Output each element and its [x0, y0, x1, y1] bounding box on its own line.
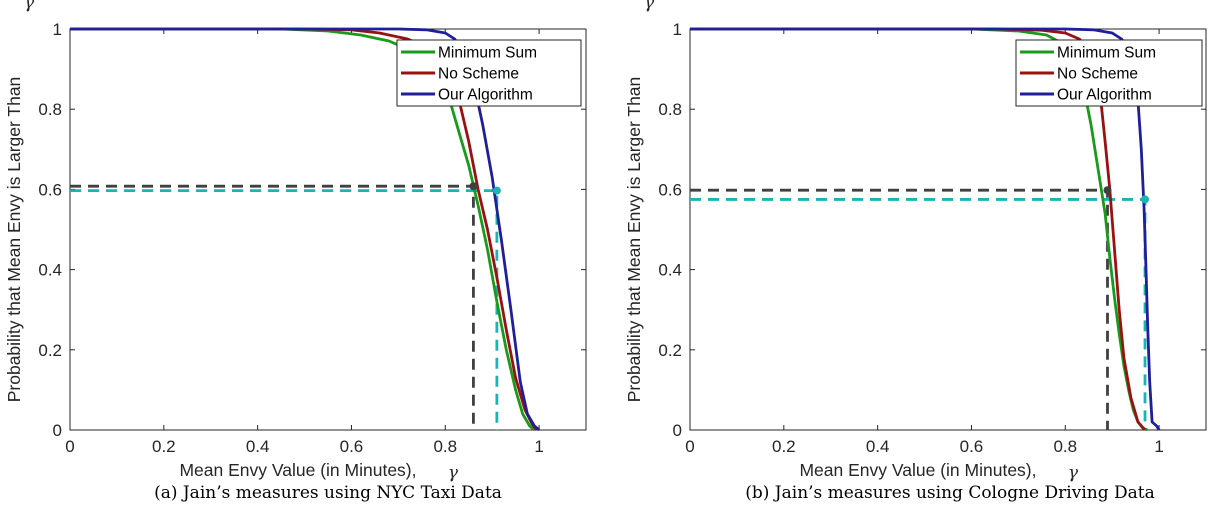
y-tick-label: 0.4	[658, 261, 682, 280]
figure-caption: (a) Jain’s measures using NYC Taxi Data	[154, 483, 502, 503]
x-tick-label: 0.8	[433, 437, 457, 456]
algorithm-crosshair-dashed-line	[690, 199, 1145, 430]
baseline-crosshair-dashed-line	[70, 186, 473, 430]
y-tick-label: 0.6	[658, 180, 682, 199]
y-axis-gamma-symbol: γ	[644, 0, 655, 13]
y-axis-gamma-symbol: γ	[24, 0, 35, 13]
x-tick-label: 0.8	[1053, 437, 1077, 456]
y-tick-label: 0.2	[658, 341, 682, 360]
x-tick-label: 0.4	[246, 437, 270, 456]
legend-label: No Scheme	[1057, 66, 1138, 83]
x-axis-gamma-symbol: γ	[1068, 463, 1079, 483]
y-axis-label: Probability that Mean Envy is Larger Tha…	[624, 77, 644, 403]
x-tick-label: 0.2	[152, 437, 176, 456]
x-tick-label: 0	[65, 437, 74, 456]
x-tick-label: 1	[1154, 437, 1163, 456]
y-tick-label: 0.8	[38, 100, 62, 119]
chart-panel-b: 0 0.2 0.4 0.6 0.8 1 0 0.2 0.4 0.6 0.8 1 Minimum Sum N…	[624, 0, 1206, 503]
y-tick-label: 0.2	[38, 341, 62, 360]
x-tick-label: 1	[534, 437, 543, 456]
legend-label: Minimum Sum	[438, 45, 537, 62]
x-tick-label: 0.6	[960, 437, 984, 456]
y-tick-label: 0	[53, 421, 62, 440]
x-tick-label: 0	[685, 437, 694, 456]
figure-caption: (b) Jain’s measures using Cologne Drivin…	[745, 483, 1154, 503]
x-axis-label: Mean Envy Value (in Minutes),	[179, 460, 416, 480]
baseline-crosshair-dashed-line	[690, 190, 1107, 430]
legend: Minimum Sum No Scheme Our Algorithm	[1016, 40, 1202, 106]
legend: Minimum Sum No Scheme Our Algorithm	[397, 40, 581, 106]
x-tick-label: 0.2	[772, 437, 796, 456]
baseline-crosshair-marker	[469, 182, 477, 190]
y-tick-label: 0.8	[658, 100, 682, 119]
legend-label: Our Algorithm	[438, 87, 533, 104]
x-tick-label: 0.6	[340, 437, 364, 456]
y-tick-label: 0.6	[38, 180, 62, 199]
baseline-crosshair-marker	[1103, 186, 1111, 194]
legend-label: No Scheme	[438, 66, 519, 83]
algorithm-crosshair-marker	[1141, 195, 1149, 203]
algorithm-crosshair-dashed-line	[70, 191, 497, 430]
y-tick-label: 0.4	[38, 261, 62, 280]
x-tick-label: 0.4	[866, 437, 890, 456]
legend-label: Minimum Sum	[1057, 45, 1156, 62]
y-tick-label: 1	[53, 20, 62, 39]
chart-panel-a: 0 0.2 0.4 0.6 0.8 1 0 0.2 0.4 0.6 0.8 1 Minimum Sum N…	[4, 0, 586, 503]
y-tick-label: 0	[673, 421, 682, 440]
x-axis-gamma-symbol: γ	[448, 463, 459, 483]
y-tick-label: 1	[673, 20, 682, 39]
legend-label: Our Algorithm	[1057, 87, 1152, 104]
x-axis-label: Mean Envy Value (in Minutes),	[799, 460, 1036, 480]
algorithm-crosshair-marker	[493, 187, 501, 195]
y-axis-label: Probability that Mean Envy is Larger Tha…	[4, 77, 24, 403]
